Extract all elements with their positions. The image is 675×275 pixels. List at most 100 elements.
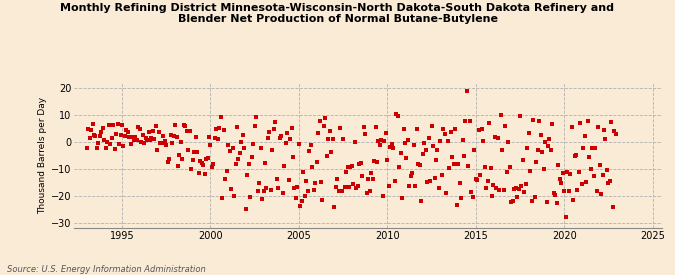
- Point: [232, 125, 242, 130]
- Point: [319, 124, 329, 128]
- Point: [132, 138, 142, 142]
- Point: [467, 195, 478, 199]
- Point: [211, 127, 222, 132]
- Point: [153, 130, 164, 134]
- Point: [332, 177, 343, 181]
- Point: [83, 127, 94, 131]
- Point: [329, 205, 340, 210]
- Point: [344, 184, 354, 189]
- Point: [538, 167, 549, 171]
- Point: [180, 123, 191, 128]
- Point: [238, 133, 248, 137]
- Point: [441, 191, 452, 196]
- Point: [290, 196, 301, 200]
- Point: [254, 180, 265, 185]
- Point: [375, 143, 385, 147]
- Point: [402, 138, 413, 142]
- Point: [590, 146, 601, 150]
- Point: [221, 169, 232, 173]
- Point: [585, 167, 596, 171]
- Point: [233, 156, 244, 161]
- Point: [462, 88, 472, 93]
- Point: [252, 189, 263, 193]
- Point: [279, 163, 290, 168]
- Point: [556, 181, 567, 185]
- Point: [464, 119, 475, 124]
- Point: [494, 188, 505, 192]
- Point: [451, 202, 462, 207]
- Point: [305, 143, 316, 147]
- Point: [260, 161, 271, 165]
- Point: [520, 182, 531, 186]
- Point: [418, 141, 429, 145]
- Point: [87, 121, 98, 126]
- Point: [559, 189, 570, 193]
- Point: [581, 180, 592, 185]
- Point: [484, 121, 495, 125]
- Point: [264, 130, 275, 134]
- Point: [119, 134, 130, 138]
- Point: [258, 189, 269, 193]
- Point: [534, 119, 545, 123]
- Point: [450, 126, 460, 131]
- Point: [356, 160, 367, 165]
- Point: [350, 139, 360, 144]
- Point: [381, 131, 392, 135]
- Point: [184, 129, 195, 133]
- Point: [256, 196, 267, 201]
- Point: [284, 177, 294, 182]
- Point: [497, 148, 508, 152]
- Point: [215, 115, 226, 119]
- Point: [481, 186, 491, 191]
- Point: [379, 139, 389, 143]
- Point: [190, 135, 201, 140]
- Point: [488, 183, 499, 188]
- Point: [367, 177, 378, 181]
- Point: [518, 158, 529, 162]
- Point: [498, 188, 509, 192]
- Point: [236, 140, 247, 144]
- Point: [105, 142, 115, 146]
- Point: [157, 141, 167, 145]
- Point: [352, 183, 363, 188]
- Point: [244, 161, 254, 166]
- Point: [479, 164, 490, 169]
- Point: [97, 126, 108, 130]
- Point: [239, 145, 250, 150]
- Point: [504, 165, 515, 169]
- Point: [568, 198, 578, 202]
- Point: [599, 128, 610, 133]
- Point: [133, 125, 144, 130]
- Point: [267, 148, 277, 152]
- Point: [446, 130, 456, 134]
- Point: [522, 145, 533, 150]
- Point: [229, 193, 240, 198]
- Point: [152, 147, 163, 152]
- Point: [413, 162, 424, 166]
- Point: [370, 124, 381, 129]
- Point: [473, 128, 484, 133]
- Point: [425, 179, 435, 184]
- Point: [369, 158, 379, 163]
- Point: [550, 192, 561, 197]
- Point: [526, 199, 537, 203]
- Point: [364, 188, 375, 193]
- Point: [529, 195, 540, 200]
- Point: [587, 146, 597, 150]
- Point: [502, 170, 512, 174]
- Point: [477, 127, 487, 131]
- Point: [136, 139, 146, 144]
- Point: [335, 125, 346, 130]
- Point: [102, 140, 113, 144]
- Point: [168, 134, 179, 138]
- Point: [569, 153, 580, 158]
- Point: [314, 119, 325, 123]
- Point: [121, 128, 132, 132]
- Point: [86, 128, 97, 133]
- Point: [348, 182, 359, 186]
- Point: [392, 114, 403, 118]
- Point: [139, 140, 150, 145]
- Point: [408, 143, 419, 147]
- Point: [271, 177, 282, 181]
- Point: [423, 136, 434, 140]
